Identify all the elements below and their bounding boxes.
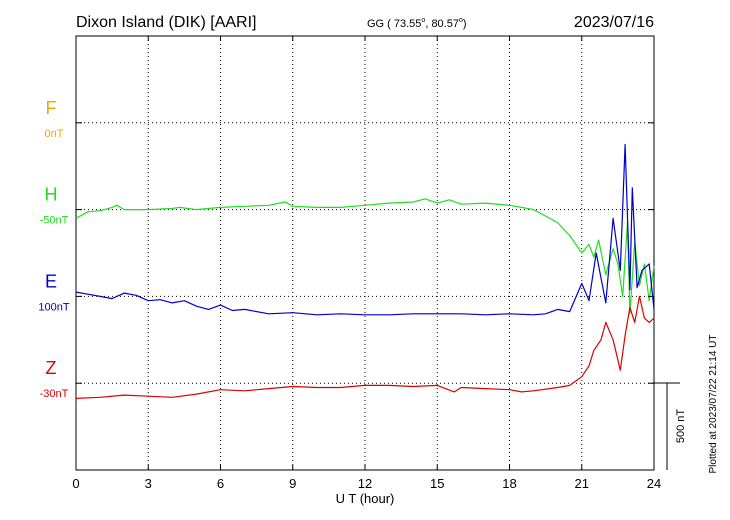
series-e-line	[75, 143, 655, 316]
x-tick-label: 18	[502, 476, 516, 491]
x-axis: 0 3 6 9 12 15 18 21 24	[72, 36, 661, 491]
component-z-name: Z	[46, 358, 57, 378]
x-tick-label: 6	[217, 476, 224, 491]
series-z-line	[75, 295, 655, 399]
x-tick-label: 15	[430, 476, 444, 491]
x-tick-label: 3	[145, 476, 152, 491]
component-z-offset: -30nT	[40, 388, 69, 400]
component-e-name: E	[45, 271, 57, 291]
component-f-name: F	[46, 98, 57, 118]
x-tick-label: 0	[72, 476, 79, 491]
coords-degree-1: o	[421, 17, 425, 24]
coords-degree-2: o	[459, 17, 463, 24]
component-h-name: H	[45, 185, 58, 205]
scale-bar: 500 nT	[654, 382, 687, 470]
component-e-offset: 100nT	[38, 301, 69, 313]
date-label: 2023/07/16	[574, 14, 654, 31]
station-title: Dixon Island (DIK) [AARI]	[76, 14, 257, 31]
component-labels: F 0nT H -50nT E 100nT Z -30nT	[38, 98, 69, 400]
series-h-line	[75, 198, 655, 315]
x-tick-label: 21	[575, 476, 589, 491]
x-axis-title: U T (hour)	[336, 491, 395, 506]
series-group	[75, 143, 655, 399]
scale-bar-label: 500 nT	[675, 409, 687, 444]
x-tick-label: 9	[289, 476, 296, 491]
component-f-offset: 0nT	[45, 128, 64, 140]
x-tick-label: 12	[358, 476, 372, 491]
grid	[76, 36, 654, 470]
x-tick-label: 24	[647, 476, 661, 491]
component-h-offset: -50nT	[40, 215, 69, 227]
plotted-note: Plotted at 2023/07/22 21:14 UT	[708, 335, 719, 474]
coords-label: GG ( 73.55o, 80.57o)	[367, 17, 467, 30]
